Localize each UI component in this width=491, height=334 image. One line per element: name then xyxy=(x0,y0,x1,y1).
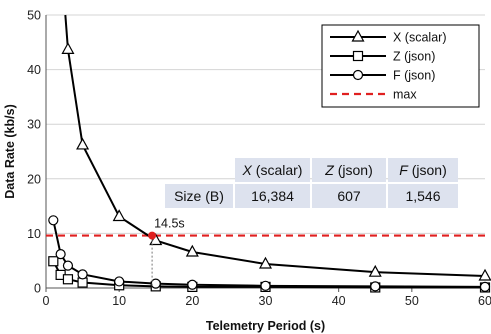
y-tick-labels: 0 10 20 30 40 50 xyxy=(27,9,41,296)
series-0-point-6 xyxy=(368,264,382,277)
max-crossing-annotation: 14.5s xyxy=(148,217,185,288)
legend-swatch-marker-2 xyxy=(352,69,364,81)
series-2-point-6 xyxy=(187,279,198,290)
x-tick-20: 20 xyxy=(185,294,199,308)
size-table-value-bg-1 xyxy=(312,184,386,208)
x-tick-labels: 0 10 20 30 40 50 60 xyxy=(43,294,491,308)
size-table-header-2: F (json) xyxy=(399,162,446,178)
x-tick-40: 40 xyxy=(332,294,346,308)
series-2 xyxy=(48,215,491,293)
size-table-header-rest-0: (scalar) xyxy=(252,162,303,178)
y-tick-50: 50 xyxy=(27,9,41,23)
x-tick-30: 30 xyxy=(259,294,273,308)
size-table-header-var-1: Z xyxy=(324,162,334,178)
y-axis-title: Data Rate (kb/s) xyxy=(3,104,17,198)
series-0-point-2 xyxy=(112,209,126,222)
y-tick-40: 40 xyxy=(27,63,41,77)
legend-label-2: F (json) xyxy=(393,69,435,83)
series-0-point-3 xyxy=(149,233,163,246)
size-table-header-rest-2: (json) xyxy=(408,162,447,178)
legend-label-1: Z (json) xyxy=(393,50,435,64)
series-0-point-4 xyxy=(185,244,199,257)
annotation-label: 14.5s xyxy=(154,217,185,231)
size-table-value-bg-0 xyxy=(235,184,310,208)
series-0-point-5 xyxy=(258,256,273,269)
size-table-header-bg-2 xyxy=(388,158,458,182)
size-table-row-label: Size (B) xyxy=(174,188,224,204)
series-2-point-4 xyxy=(114,276,125,287)
size-table-header-rest-1: (json) xyxy=(334,162,373,178)
size-table-rowlabel-bg xyxy=(165,184,233,208)
size-table: X (scalar) Z (json) F (json)Size (B) 16,384… xyxy=(165,158,458,208)
series-0-point-7 xyxy=(478,268,491,281)
y-tick-20: 20 xyxy=(27,172,41,186)
series-2-point-2 xyxy=(62,260,74,271)
size-table-header-bg-1 xyxy=(312,158,386,182)
series-1-point-2 xyxy=(62,274,74,285)
legend-label-0: X (scalar) xyxy=(393,31,446,45)
series-0 xyxy=(61,14,491,281)
size-table-header-var-0: X xyxy=(242,162,253,178)
series-2-point-0 xyxy=(48,215,59,226)
series-layer xyxy=(48,14,491,293)
size-table-value-1: 607 xyxy=(337,188,361,204)
x-tick-50: 50 xyxy=(405,294,419,308)
y-tick-30: 30 xyxy=(27,118,41,132)
annotation-point xyxy=(148,231,157,240)
size-table-value-bg-2 xyxy=(388,184,458,208)
series-2-point-1 xyxy=(55,249,66,260)
x-tick-60: 60 xyxy=(478,294,491,308)
legend-swatch-marker-0 xyxy=(351,29,365,42)
series-2-point-7 xyxy=(260,280,271,291)
series-2-point-8 xyxy=(370,281,381,292)
size-table-header-bg-0 xyxy=(235,158,310,182)
x-tick-10: 10 xyxy=(112,294,126,308)
series-2-point-3 xyxy=(77,269,88,280)
x-tick-0: 0 xyxy=(43,294,50,308)
series-0-point-0 xyxy=(61,42,75,54)
size-table-header-var-2: F xyxy=(399,162,409,178)
series-line-2 xyxy=(52,220,486,288)
series-2-point-9 xyxy=(479,281,491,293)
size-table-header-0: X (scalar) xyxy=(242,162,303,178)
legend-label-3: max xyxy=(393,88,417,102)
size-table-header-1: Z (json) xyxy=(324,162,372,178)
size-table-value-0: 16,384 xyxy=(251,188,294,204)
y-tick-10: 10 xyxy=(27,227,41,241)
x-axis-title: Telemetry Period (s) xyxy=(206,319,325,333)
y-tick-0: 0 xyxy=(34,282,41,296)
legend-swatch-marker-1 xyxy=(352,50,364,62)
series-2-point-5 xyxy=(150,278,161,289)
legend: X (scalar) Z (json) F (json) max xyxy=(321,24,480,108)
size-table-value-2: 1,546 xyxy=(405,188,440,204)
series-0-point-1 xyxy=(76,137,90,150)
series-1-point-0 xyxy=(48,256,59,267)
